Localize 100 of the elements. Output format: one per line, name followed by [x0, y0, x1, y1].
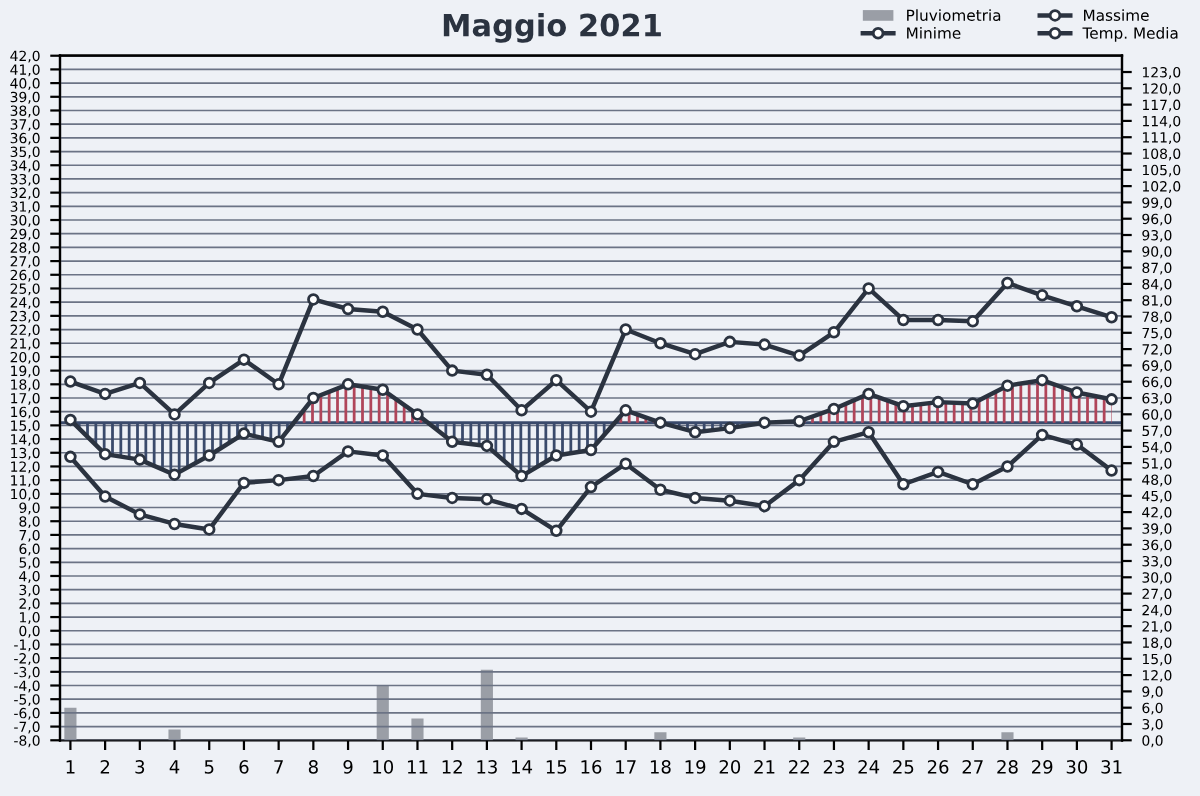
- point: [758, 499, 771, 513]
- point: [341, 445, 355, 458]
- point: [445, 435, 459, 449]
- x-tick-label: 24: [858, 760, 880, 774]
- point: [1070, 386, 1084, 399]
- x-tick-label: 3: [135, 760, 145, 774]
- point: [862, 282, 875, 295]
- point: [515, 469, 528, 483]
- point: [411, 487, 424, 501]
- point: [98, 447, 112, 461]
- point: [237, 476, 251, 490]
- x-tick-label: 2: [100, 760, 110, 774]
- chart-title: Maggio 2021: [443, 12, 661, 43]
- x-tick-label: 19: [685, 760, 706, 774]
- point: [376, 305, 390, 318]
- point: [98, 387, 112, 401]
- point: [445, 491, 459, 505]
- point: [341, 378, 355, 391]
- point: [966, 315, 980, 328]
- point: [897, 478, 910, 491]
- x-tick-label: 9: [343, 760, 353, 774]
- point: [688, 347, 702, 361]
- point: [480, 493, 494, 506]
- point: [133, 376, 147, 390]
- point: [966, 397, 980, 410]
- point: [792, 349, 806, 362]
- point: [723, 494, 737, 507]
- point: [619, 323, 632, 336]
- point: [307, 293, 320, 306]
- x-tick-label: 15: [546, 760, 567, 774]
- point: [237, 427, 251, 440]
- point: [341, 302, 355, 316]
- point: [931, 313, 945, 327]
- point: [550, 449, 563, 462]
- point: [411, 408, 424, 421]
- point: [827, 435, 841, 449]
- point: [64, 413, 77, 427]
- point: [133, 508, 147, 521]
- point: [654, 483, 667, 496]
- x-tick-label: 22: [789, 760, 809, 774]
- x-tick-label: 13: [477, 760, 497, 774]
- x-tick-label: 14: [512, 760, 533, 774]
- point: [1105, 310, 1118, 324]
- point: [64, 375, 77, 388]
- point: [202, 449, 216, 462]
- point: [480, 368, 494, 381]
- point: [723, 335, 737, 349]
- point: [688, 491, 702, 505]
- x-tick-label: 23: [823, 760, 844, 774]
- point: [619, 404, 632, 417]
- point: [1035, 428, 1049, 442]
- point: [272, 473, 285, 487]
- x-tick-label: 29: [1032, 760, 1053, 774]
- point: [862, 387, 875, 401]
- x-tick-label: 30: [1066, 760, 1088, 774]
- point: [1001, 460, 1014, 473]
- point: [307, 391, 320, 405]
- point: [1035, 373, 1049, 387]
- point: [1105, 393, 1118, 406]
- point: [688, 425, 702, 439]
- point: [897, 313, 910, 327]
- point: [827, 326, 841, 339]
- point: [1105, 464, 1118, 477]
- x-tick-label: 5: [204, 760, 214, 774]
- point: [931, 395, 945, 409]
- x-tick-label: 18: [650, 760, 671, 774]
- x-tick-label: 20: [719, 760, 741, 774]
- point: [1070, 438, 1084, 451]
- x-tick-label: 17: [616, 760, 636, 774]
- point: [827, 402, 841, 416]
- x-tick-label: 8: [308, 760, 318, 774]
- point: [619, 457, 632, 470]
- point: [168, 517, 181, 531]
- point: [550, 524, 563, 538]
- point: [272, 435, 285, 449]
- point: [202, 523, 216, 536]
- point: [1035, 289, 1049, 302]
- point: [792, 473, 806, 487]
- x-tick-label: 25: [893, 760, 914, 774]
- point: [64, 450, 77, 464]
- point: [862, 425, 875, 439]
- bar: [411, 718, 424, 741]
- point: [515, 502, 528, 516]
- x-tick-label: 10: [373, 760, 394, 774]
- bar: [168, 729, 181, 741]
- x-tick-label: 7: [274, 760, 283, 774]
- point: [411, 323, 424, 336]
- point: [376, 383, 390, 397]
- point: [1001, 379, 1014, 392]
- point: [758, 338, 771, 351]
- x-tick-label: 16: [581, 760, 602, 774]
- bar: [1001, 732, 1014, 741]
- point: [723, 421, 737, 435]
- point: [897, 399, 910, 413]
- point: [550, 373, 563, 387]
- point: [1070, 300, 1084, 313]
- point: [1001, 276, 1014, 290]
- point: [272, 378, 285, 391]
- point: [515, 404, 528, 417]
- point: [584, 480, 598, 494]
